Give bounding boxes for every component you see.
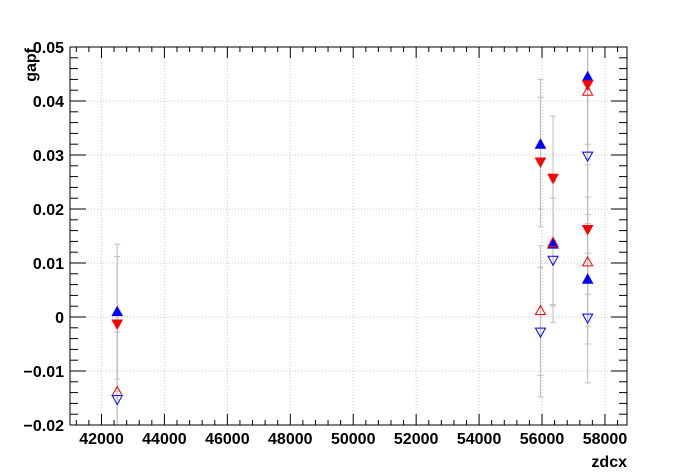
data-point-triangle-up-filled <box>581 273 594 284</box>
y-tick-label: 0.04 <box>33 94 64 111</box>
data-point-triangle-down-filled <box>534 157 547 169</box>
y-tick-label: −0.02 <box>24 418 65 435</box>
x-tick-label: 44000 <box>142 431 187 448</box>
data-point-triangle-up-open <box>547 236 559 247</box>
data-point-triangle-down-open <box>581 151 594 163</box>
data-point-triangle-up-filled <box>111 305 124 317</box>
x-tick-label: 42000 <box>79 431 124 448</box>
data-point-triangle-down-open <box>534 327 547 339</box>
data-markers <box>111 70 594 406</box>
grid-lines <box>70 47 627 425</box>
axis-tick-labels: 42000 44000 46000 48000 50000 52000 54000 56000… <box>24 40 628 448</box>
data-point-triangle-up-open <box>581 255 594 267</box>
x-tick-label: 52000 <box>394 431 439 448</box>
data-point-triangle-up-open <box>581 85 594 96</box>
data-point-triangle-up-open <box>534 304 547 316</box>
data-point-triangle-down-filled <box>111 319 124 331</box>
data-point-triangle-down-open <box>547 255 559 267</box>
y-tick-label: 0 <box>55 310 64 327</box>
x-tick-label: 48000 <box>268 431 313 448</box>
data-point-triangle-down-filled <box>581 225 594 236</box>
data-point-triangle-up-filled <box>534 138 547 149</box>
y-tick-label: 0.03 <box>33 148 64 165</box>
data-point-triangle-down-open <box>111 395 124 406</box>
data-point-triangle-down-open <box>581 313 594 325</box>
x-tick-label: 50000 <box>331 431 376 448</box>
y-axis-title: gapf <box>23 47 40 81</box>
x-tick-label: 46000 <box>205 431 250 448</box>
x-tick-label: 58000 <box>583 431 628 448</box>
y-tick-label: 0.05 <box>33 40 64 57</box>
axis-ticks <box>70 46 627 426</box>
y-tick-label: 0.01 <box>33 256 64 273</box>
y-tick-label: 0.02 <box>33 202 64 219</box>
y-tick-label: −0.01 <box>24 364 65 381</box>
x-axis-title: zdcx <box>591 454 627 471</box>
x-tick-label: 54000 <box>457 431 502 448</box>
plot-frame <box>69 46 628 426</box>
x-tick-label: 56000 <box>520 431 565 448</box>
data-point-triangle-up-filled <box>547 238 559 249</box>
data-point-triangle-down-filled <box>547 173 559 185</box>
